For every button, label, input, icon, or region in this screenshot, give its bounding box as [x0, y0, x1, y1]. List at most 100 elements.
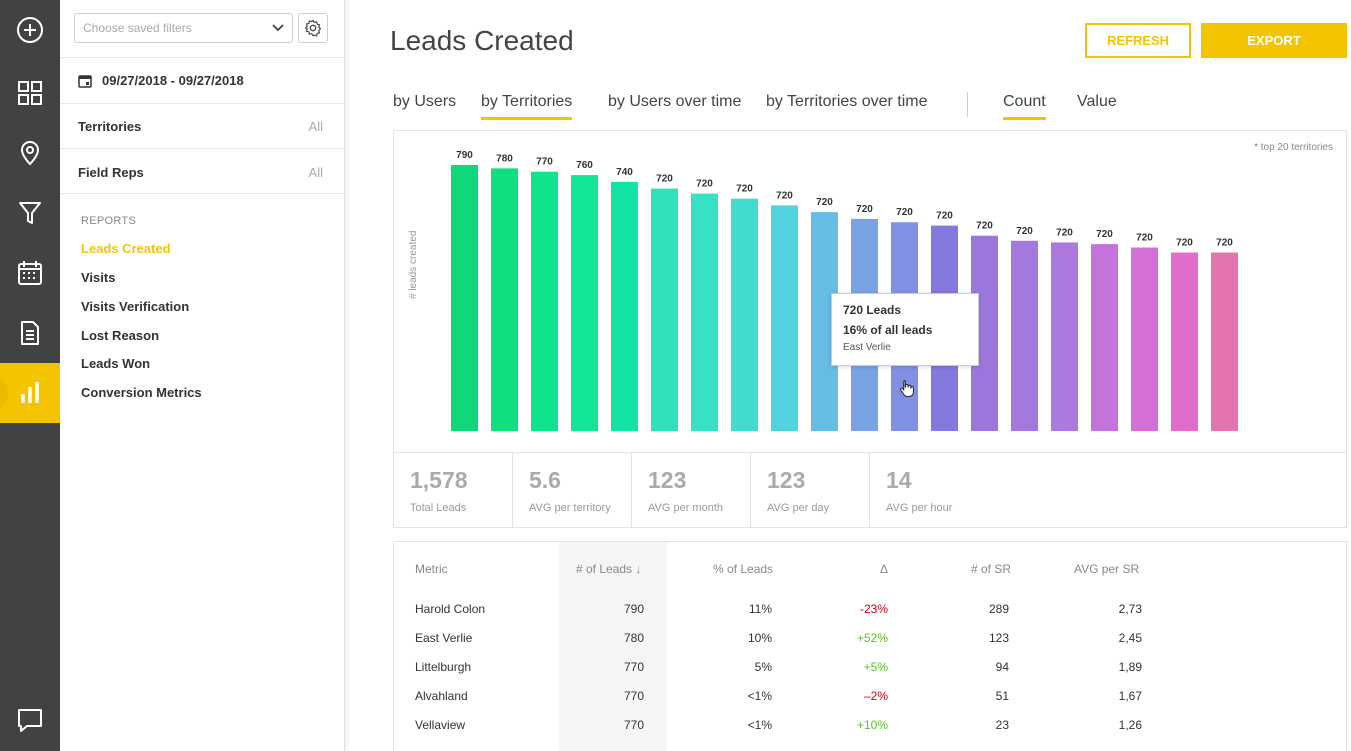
plus-circle-icon	[17, 17, 43, 43]
export-button[interactable]: EXPORT	[1201, 23, 1347, 58]
map-pin-icon	[20, 140, 40, 166]
cell-pct: 5%	[754, 660, 772, 674]
main-content: Leads Created REFRESH EXPORT by Users by…	[345, 0, 1351, 751]
bar-16[interactable]	[1051, 242, 1078, 431]
bar-9[interactable]	[771, 205, 798, 431]
filters-sidebar: Choose saved filters 09/27/2018 - 09/27/…	[60, 0, 345, 751]
tab-divider	[967, 92, 968, 117]
documents-button[interactable]	[0, 303, 60, 363]
bar-label-8: 720	[736, 184, 753, 195]
chart-note: * top 20 territories	[1254, 142, 1333, 153]
filter-settings-button[interactable]	[298, 13, 328, 43]
report-leads-won[interactable]: Leads Won	[81, 356, 151, 371]
sorted-column-highlight	[559, 542, 667, 751]
reports-button[interactable]	[0, 363, 60, 423]
calendar-button[interactable]	[0, 243, 60, 303]
report-leads-created[interactable]: Leads Created	[81, 241, 171, 256]
cell-leads: 790	[623, 602, 644, 616]
page-title: Leads Created	[390, 25, 574, 56]
bar-label-3: 770	[536, 157, 553, 168]
cell-sr: 289	[988, 602, 1009, 616]
cell-metric: Vellaview	[415, 718, 466, 732]
map-button[interactable]	[0, 123, 60, 183]
cell-avg-sr: 2,73	[1118, 602, 1142, 616]
territories-filter[interactable]: Territories All	[78, 119, 323, 134]
bar-15[interactable]	[1011, 240, 1038, 431]
report-lost-reason[interactable]: Lost Reason	[81, 328, 160, 343]
bar-label-13: 720	[936, 211, 953, 222]
field-reps-filter[interactable]: Field Reps All	[78, 165, 323, 180]
stat-value: 123	[648, 467, 687, 493]
bar-label-9: 720	[776, 190, 793, 201]
bar-2[interactable]	[491, 168, 518, 431]
stat-value: 5.6	[529, 467, 561, 493]
tab-by-territories[interactable]: by Territories	[481, 93, 573, 120]
chat-button[interactable]	[0, 690, 60, 750]
bar-17[interactable]	[1091, 244, 1118, 431]
bar-6[interactable]	[651, 188, 678, 431]
report-visits-verification[interactable]: Visits Verification	[81, 299, 190, 314]
tab-by-territories-over-time[interactable]: by Territories over time	[766, 93, 928, 110]
bar-5[interactable]	[611, 181, 638, 431]
bar-4[interactable]	[571, 175, 598, 431]
bar-19[interactable]	[1171, 252, 1198, 431]
col-header-avg-sr[interactable]: AVG per SR	[1074, 562, 1140, 576]
calendar-icon	[78, 74, 92, 88]
chat-icon	[18, 709, 42, 732]
cell-sr: 123	[988, 631, 1009, 645]
report-visits[interactable]: Visits	[81, 270, 116, 285]
bar-chart: 790 780 770 760 740 720 720 720 720 720 720 720 720 7…	[451, 150, 1238, 431]
date-range-picker[interactable]: 09/27/2018 - 09/27/2018	[78, 73, 244, 88]
stat-avg-hour: 14 AVG per hour	[870, 453, 989, 528]
tab-by-users-over-time[interactable]: by Users over time	[608, 93, 742, 110]
bar-20[interactable]	[1211, 252, 1238, 431]
bar-1[interactable]	[451, 165, 478, 431]
left-rail	[0, 0, 60, 751]
cell-leads: 780	[623, 631, 644, 645]
tab-count[interactable]: Count	[1003, 93, 1046, 120]
stat-caption: AVG per hour	[886, 502, 953, 514]
cell-delta: -23%	[859, 602, 888, 616]
tab-by-users[interactable]: by Users	[393, 93, 457, 110]
report-conversion-metrics[interactable]: Conversion Metrics	[81, 385, 202, 400]
stat-caption: Total Leads	[410, 502, 467, 514]
funnel-button[interactable]	[0, 183, 60, 243]
hand-cursor-icon	[900, 380, 914, 397]
stat-total-leads: 1,578 Total Leads	[394, 453, 513, 528]
bar-label-14: 720	[976, 221, 993, 232]
calendar-icon	[18, 261, 42, 285]
chart-panel: * top 20 territories # leads created 790…	[393, 130, 1347, 528]
col-header-delta[interactable]: Δ	[880, 562, 889, 576]
bar-label-6: 720	[656, 174, 673, 185]
saved-filters-select[interactable]: Choose saved filters	[74, 13, 293, 43]
refresh-button[interactable]: REFRESH	[1085, 23, 1191, 58]
col-header-pct[interactable]: % of Leads	[713, 562, 774, 576]
cell-pct: <1%	[747, 689, 772, 703]
bar-label-17: 720	[1096, 229, 1113, 240]
cell-avg-sr: 2,45	[1118, 631, 1142, 645]
stat-caption: AVG per day	[767, 502, 830, 514]
bar-label-15: 720	[1016, 226, 1033, 237]
cell-metric: East Verlie	[415, 631, 473, 645]
add-button[interactable]	[0, 0, 60, 60]
col-header-metric[interactable]: Metric	[415, 562, 448, 576]
tab-value[interactable]: Value	[1077, 93, 1117, 110]
summary-stats: 1,578 Total Leads 5.6 AVG per territory …	[394, 452, 1346, 528]
dashboard-button[interactable]	[0, 63, 60, 123]
col-header-leads[interactable]: # of Leads ↓	[576, 562, 642, 576]
stat-avg-day: 123 AVG per day	[751, 453, 870, 528]
bar-7[interactable]	[691, 193, 718, 431]
tooltip-territory: East Verlie	[843, 342, 891, 353]
stat-avg-month: 123 AVG per month	[632, 453, 751, 528]
gear-icon	[304, 19, 322, 37]
cell-metric: Harold Colon	[415, 602, 486, 616]
bar-8[interactable]	[731, 198, 758, 431]
field-reps-label: Field Reps	[78, 165, 144, 180]
cell-leads: 770	[623, 718, 644, 732]
bar-18[interactable]	[1131, 247, 1158, 431]
stat-value: 14	[886, 467, 912, 493]
bar-label-10: 720	[816, 197, 833, 208]
bar-3[interactable]	[531, 171, 558, 431]
document-icon	[21, 321, 39, 345]
col-header-sr[interactable]: # of SR	[971, 562, 1012, 576]
